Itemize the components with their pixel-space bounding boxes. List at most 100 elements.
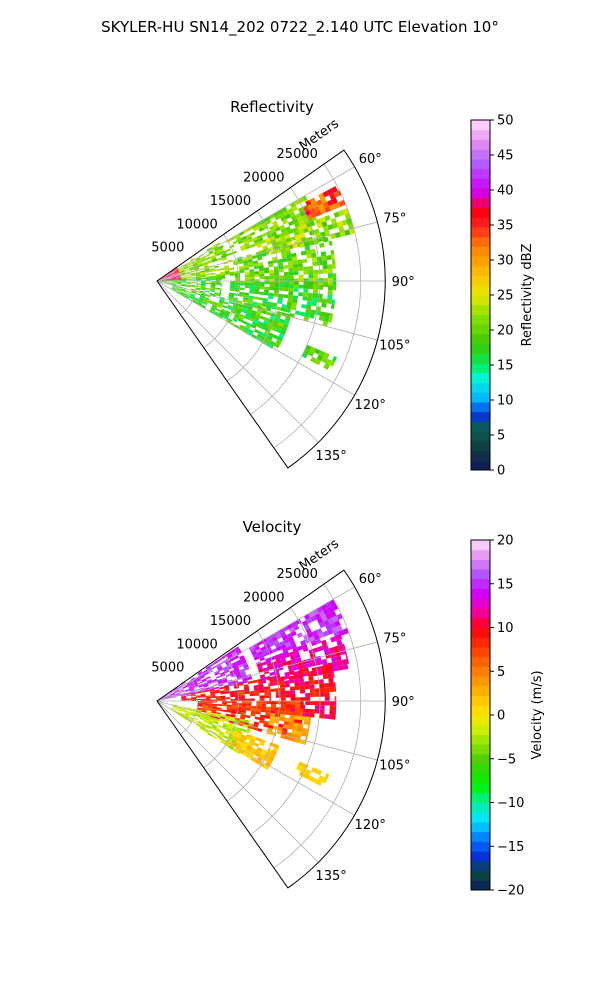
radar-cell-6	[280, 251, 287, 256]
radar-cell-6	[244, 274, 250, 278]
radar-cell-7	[231, 727, 237, 732]
radar-cell-2	[181, 285, 186, 287]
radar-cell-2	[210, 284, 216, 287]
radar-cell-4	[289, 679, 295, 684]
radar-cell-0	[179, 690, 185, 694]
radar-cell-0	[233, 665, 239, 670]
radar-cell-2	[318, 610, 326, 618]
radar-cell-4	[322, 669, 328, 675]
radar-cell-9	[323, 363, 330, 370]
radar-cell-6	[330, 249, 335, 255]
radar-cell-1	[180, 274, 186, 277]
radar-cell-1	[223, 685, 230, 689]
radar-cell-7	[215, 715, 221, 718]
radar-cell-1	[238, 682, 244, 686]
radar-cell-9	[321, 356, 328, 364]
colorbar-segment	[471, 724, 490, 735]
radar-cell-1	[258, 686, 264, 691]
radar-cell-1	[202, 261, 208, 265]
radar-cell-5	[207, 702, 213, 704]
radar-cell-6	[243, 264, 249, 268]
radar-cell-8	[271, 750, 278, 756]
radar-cell-6	[229, 271, 235, 274]
radar-cell-0	[215, 675, 222, 679]
radar-cell-8	[237, 730, 243, 735]
azimuth-tick-label: 75°	[383, 211, 406, 226]
radar-cell-6	[308, 240, 315, 246]
radar-cell-6	[311, 252, 317, 258]
colorbar-segment	[471, 841, 490, 852]
radar-cell-5	[275, 701, 281, 705]
radar-cell-2	[325, 612, 333, 620]
radar-cell-7	[184, 713, 190, 717]
radar-cell-8	[213, 301, 219, 305]
azimuth-tick-label: 90°	[392, 695, 415, 710]
radar-cell-5	[301, 223, 308, 230]
radar-cell-1	[194, 267, 200, 270]
radar-cell-4	[324, 696, 330, 701]
radar-cell-4	[337, 200, 345, 208]
colorbar-segment	[471, 411, 490, 422]
radar-cell-5	[211, 708, 217, 711]
radar-cell-7	[172, 705, 178, 708]
radar-cell-6	[248, 264, 254, 268]
radar-cell-1	[186, 699, 192, 701]
radar-cell-8	[239, 324, 246, 330]
radar-cell-2	[166, 279, 172, 281]
radar-cell-1	[186, 276, 192, 278]
radar-cell-1	[224, 691, 230, 694]
radar-cell-6	[322, 236, 329, 243]
radar-cell-5	[283, 230, 290, 236]
radar-cell-1	[221, 257, 228, 261]
radar-cell-8	[236, 743, 243, 748]
radar-cell-7	[261, 303, 268, 308]
radar-cell-8	[180, 292, 185, 296]
radar-cell-6	[285, 250, 292, 255]
radar-cell-8	[198, 298, 204, 302]
radar-cell-8	[258, 331, 264, 336]
colorbar-tick-label: 30	[497, 254, 514, 269]
azimuth-spoke-3	[156, 700, 378, 761]
radar-cell-7	[219, 731, 225, 736]
colorbar-tick-label: −10	[497, 796, 524, 811]
radar-cell-2	[286, 632, 293, 639]
radar-cell-6	[277, 258, 283, 263]
radar-cell-5	[299, 708, 304, 713]
radar-cell-3	[288, 667, 294, 672]
radar-cell-4	[337, 190, 342, 196]
radar-cell-6	[244, 267, 250, 271]
radar-cell-7	[234, 285, 241, 288]
radar-cell-7	[215, 727, 222, 732]
radar-cell-7	[201, 723, 207, 728]
radar-cell-1	[179, 269, 185, 273]
radial-tick-label: 25000	[277, 147, 318, 162]
radar-cell-2	[334, 620, 341, 627]
radar-cell-7	[288, 287, 294, 292]
colorbar-segment	[471, 460, 490, 471]
radar-cell-4	[302, 669, 308, 674]
radar-cell-5	[275, 237, 282, 243]
radar-cell-7	[212, 724, 218, 728]
radar-cell-5	[207, 703, 213, 706]
radar-cell-3	[241, 235, 247, 241]
radar-cell-0	[171, 277, 177, 279]
radar-cell-5	[246, 703, 252, 706]
radar-cell-4	[268, 676, 274, 681]
radar-cell-7	[266, 304, 272, 309]
radar-cell-2	[322, 630, 329, 637]
radar-cell-5	[221, 704, 227, 707]
radar-cell-5	[294, 711, 300, 716]
radar-cell-6	[261, 252, 267, 257]
radar-cell-7	[219, 717, 225, 721]
colorbar-segment	[471, 705, 490, 716]
colorbar-tick-label: −20	[497, 884, 524, 899]
radar-cell-8	[275, 328, 282, 334]
radar-cell-7	[223, 722, 229, 727]
radar-cell-3	[289, 654, 296, 661]
radar-cell-7	[318, 315, 325, 321]
radar-cell-4	[333, 190, 341, 198]
radar-cell-5	[197, 703, 203, 705]
radar-cell-5	[226, 704, 232, 707]
radar-cell-5	[222, 701, 228, 703]
radar-cell-7	[206, 711, 212, 714]
